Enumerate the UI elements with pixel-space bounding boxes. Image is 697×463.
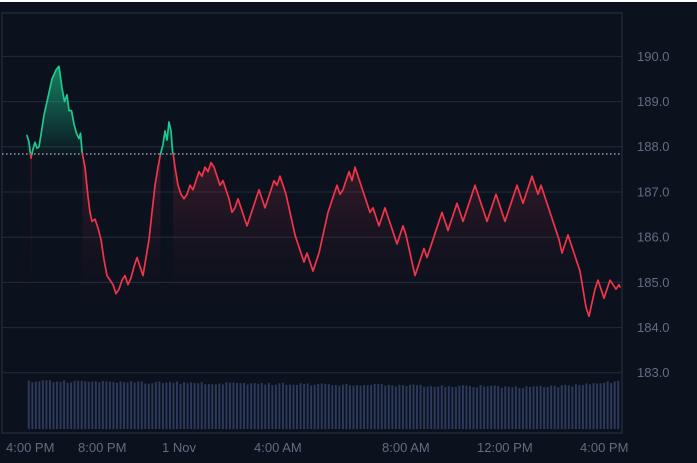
svg-text:8:00 PM: 8:00 PM bbox=[78, 440, 126, 455]
svg-text:4:00 PM: 4:00 PM bbox=[6, 440, 54, 455]
svg-text:185.0: 185.0 bbox=[637, 275, 670, 290]
svg-text:184.0: 184.0 bbox=[637, 320, 670, 335]
svg-text:8:00 AM: 8:00 AM bbox=[382, 440, 430, 455]
svg-text:4:00 AM: 4:00 AM bbox=[254, 440, 302, 455]
svg-text:186.0: 186.0 bbox=[637, 230, 670, 245]
svg-text:189.0: 189.0 bbox=[637, 94, 670, 109]
svg-text:190.0: 190.0 bbox=[637, 49, 670, 64]
svg-text:188.0: 188.0 bbox=[637, 139, 670, 154]
svg-text:12:00 PM: 12:00 PM bbox=[477, 440, 533, 455]
svg-text:183.0: 183.0 bbox=[637, 365, 670, 380]
svg-text:1 Nov: 1 Nov bbox=[162, 440, 196, 455]
svg-text:4:00 PM: 4:00 PM bbox=[580, 440, 628, 455]
svg-text:187.0: 187.0 bbox=[637, 184, 670, 199]
